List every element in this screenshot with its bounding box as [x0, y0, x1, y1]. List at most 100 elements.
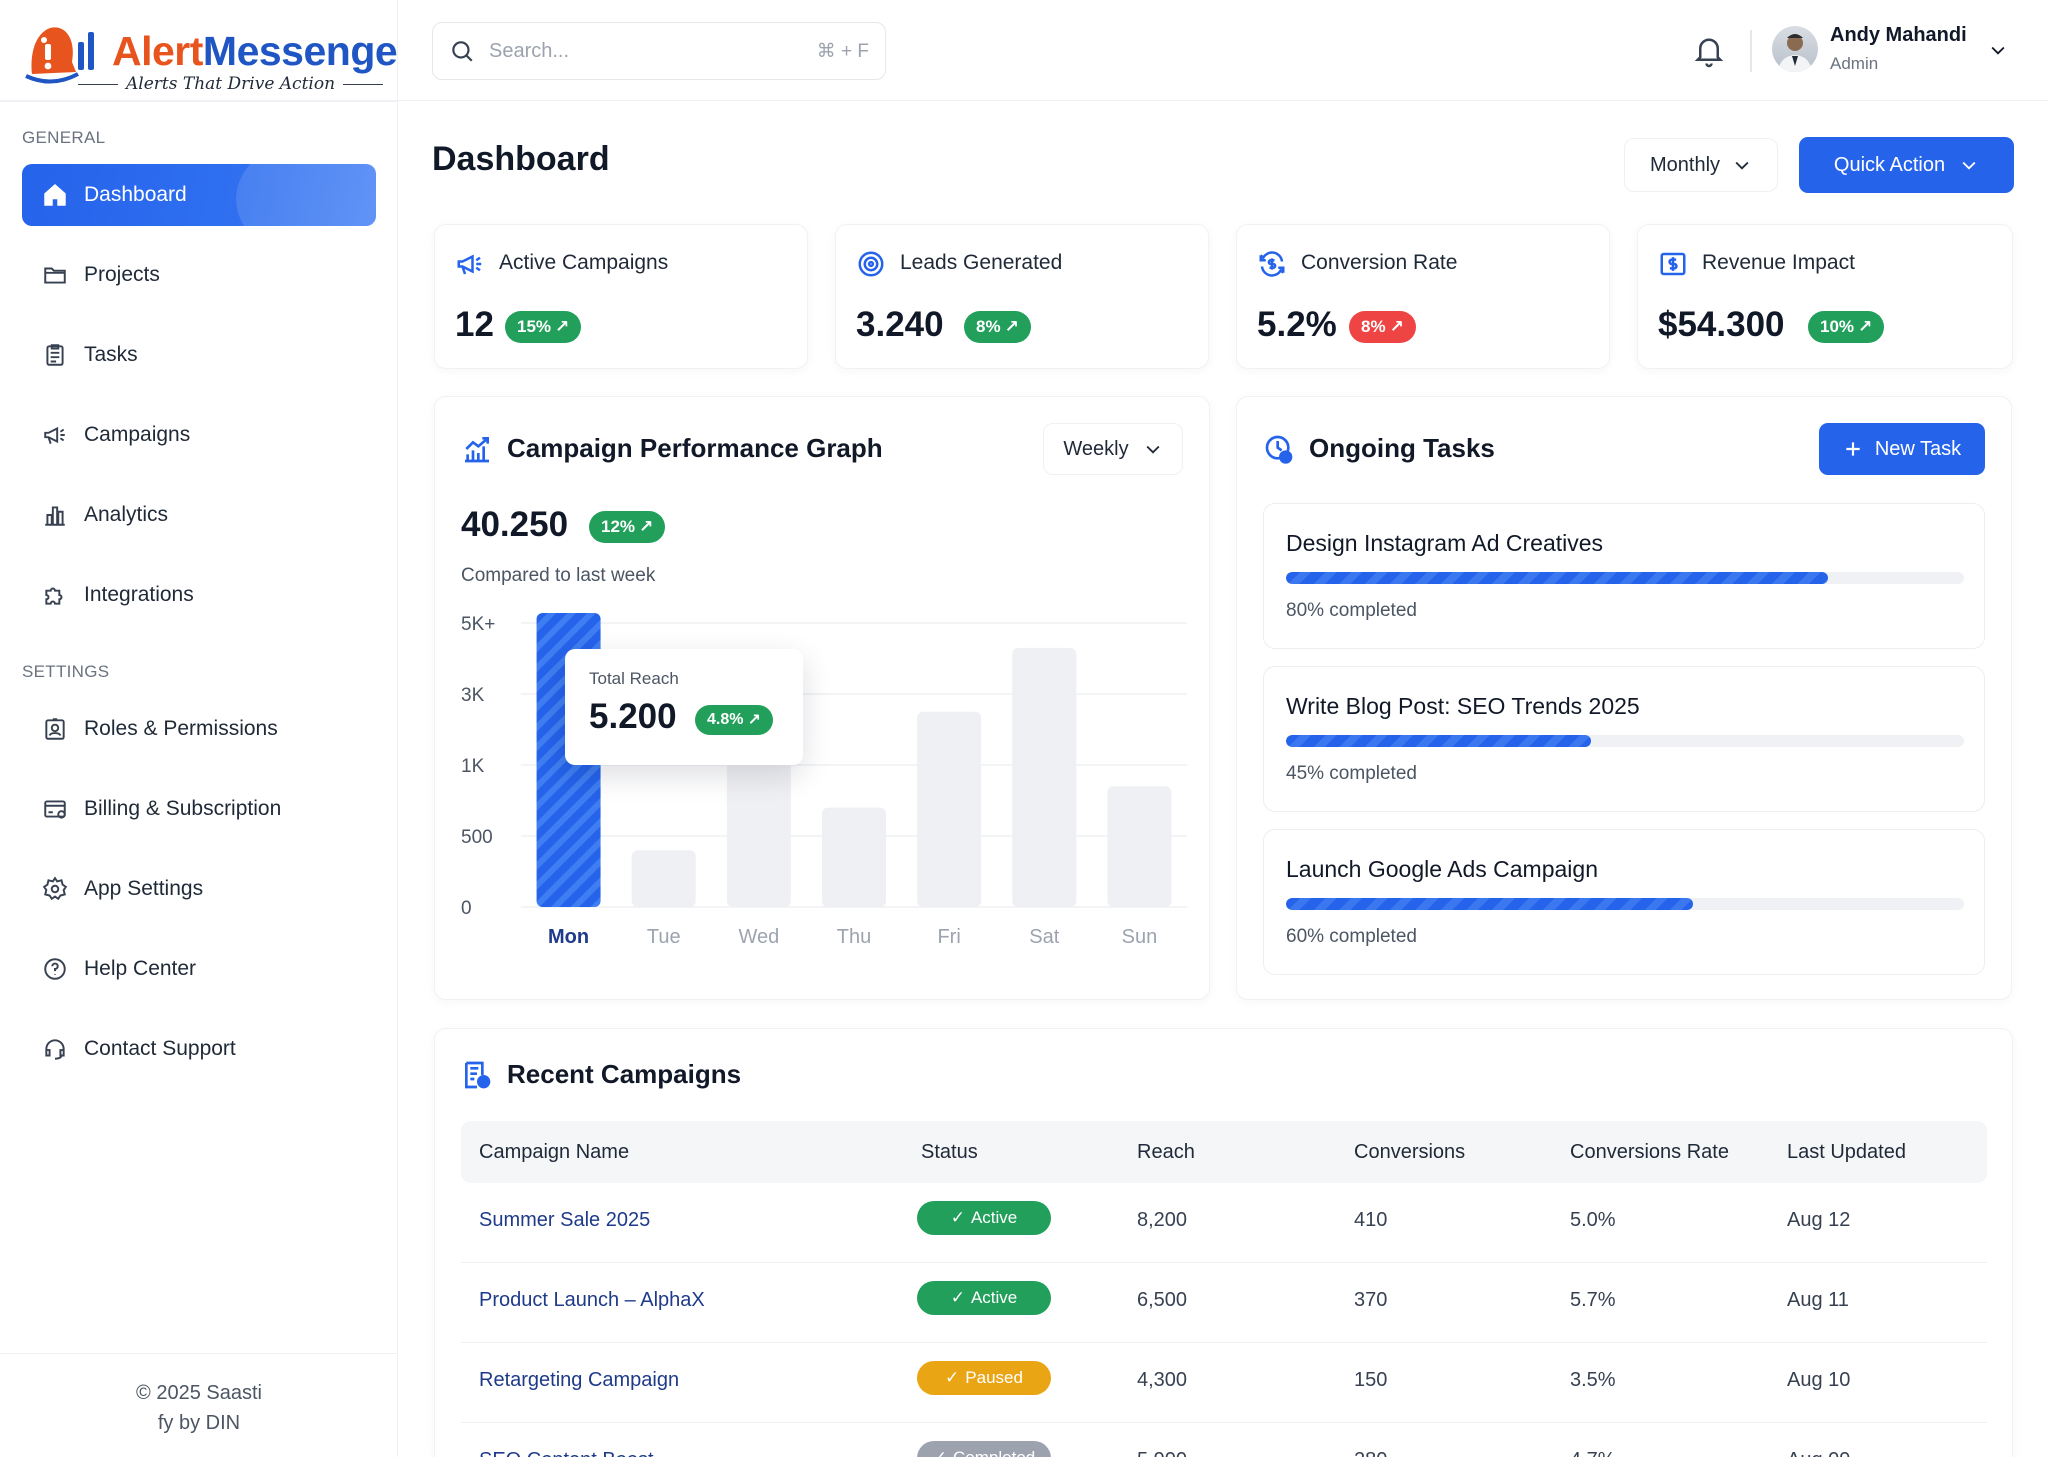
bar-tue[interactable]: [631, 850, 696, 907]
check-icon: ✓: [950, 1208, 965, 1227]
campaign-name-link[interactable]: Product Launch – AlphaX: [479, 1289, 705, 1311]
search-icon: [452, 41, 473, 62]
table-row[interactable]: SEO Content Boost ✓Completed 5,900 280 4.7% A…: [461, 1423, 1987, 1457]
column-header[interactable]: Conversions Rate: [1570, 1141, 1729, 1163]
task-name: Write Blog Post: SEO Trends 2025: [1286, 693, 1640, 719]
headset-icon: [45, 1039, 65, 1060]
folder-icon: [44, 267, 66, 284]
tooltip-label: Total Reach: [589, 669, 679, 688]
sidebar-item-billing[interactable]: Billing & Subscription: [22, 778, 376, 840]
avatar[interactable]: [1772, 26, 1818, 72]
chart-period-select[interactable]: Weekly: [1043, 423, 1183, 475]
quick-action-button[interactable]: Quick Action: [1799, 137, 2014, 193]
task-progress-bar: [1286, 572, 1964, 584]
task-name: Launch Google Ads Campaign: [1286, 856, 1598, 882]
bar-chart: 5K+ 3K 1K 500 0 Mon Tue Wed Thu Fri Sat Sun: [461, 613, 1187, 948]
footer-copyright: © 2025 Saasti: [136, 1382, 262, 1404]
table-header: Campaign Name Status Reach Conversions Conve…: [461, 1121, 1987, 1183]
sidebar-item-projects[interactable]: Projects: [22, 244, 376, 306]
sidebar-item-integrations[interactable]: Integrations: [22, 564, 376, 626]
brand-logo[interactable]: AlertMessenger Alerts That Drive Action: [22, 14, 413, 94]
clock-task-icon: [1265, 435, 1293, 464]
arrow-up-right-icon: ↗: [1389, 317, 1404, 336]
column-header[interactable]: Campaign Name: [479, 1141, 630, 1163]
period-select[interactable]: Monthly: [1624, 138, 1778, 192]
bar-sat[interactable]: [1012, 647, 1077, 907]
id-badge-icon: [45, 718, 65, 740]
x-tick-label: Tue: [647, 926, 681, 948]
status-badge: ✓ Paused: [917, 1361, 1051, 1395]
quick-action-label: Quick Action: [1833, 153, 1946, 176]
sidebar-item-roles[interactable]: Roles & Permissions: [22, 698, 376, 760]
table-row[interactable]: Summer Sale 2025 ✓ Active 8,200 410 5.0% Aug 1…: [461, 1183, 1987, 1263]
campaign-name-link[interactable]: Summer Sale 2025: [479, 1209, 651, 1231]
chart-period-value: Weekly: [1063, 437, 1129, 460]
sidebar-item-label: Projects: [84, 263, 160, 286]
sidebar-item-dashboard[interactable]: Dashboard: [22, 164, 376, 226]
campaign-name-link[interactable]: Retargeting Campaign: [479, 1369, 680, 1391]
column-header[interactable]: Conversions: [1354, 1141, 1466, 1163]
y-tick-label: 0: [461, 898, 472, 919]
task-item[interactable]: Write Blog Post: SEO Trends 2025 45% comp…: [1263, 666, 1985, 812]
ongoing-tasks-card: Ongoing Tasks New Task Design Instagram …: [1236, 396, 2012, 1000]
user-name[interactable]: Andy Mahandi: [1830, 24, 1967, 46]
brand-name: AlertMessenger: [112, 28, 413, 74]
task-name: Design Instagram Ad Creatives: [1286, 530, 1604, 556]
stat-card-leads-generated: Leads Generated 3.240 8% ↗: [835, 224, 1209, 369]
alert-logo-icon: [25, 27, 94, 84]
stat-change-badge: 8% ↗: [964, 311, 1031, 343]
puzzle-icon: [45, 587, 63, 605]
table-row[interactable]: Product Launch – AlphaX ✓ Active 6,500 370 5.…: [461, 1263, 1987, 1343]
updated-cell: Aug 10: [1787, 1369, 1851, 1391]
clipboard-icon: [46, 344, 64, 366]
chevron-down-icon: [1962, 161, 1976, 170]
topbar: Search... ⌘ + F Andy Mahandi Admin: [398, 0, 2048, 101]
x-tick-label: Sun: [1122, 926, 1158, 948]
sidebar-item-app-settings[interactable]: App Settings: [22, 858, 376, 920]
task-progress-label: 60% completed: [1286, 926, 1417, 947]
chevron-down-icon: [1146, 445, 1160, 454]
notifications-button[interactable]: [1694, 34, 1724, 68]
chart-subtitle: Compared to last week: [461, 565, 656, 586]
sidebar-item-campaigns[interactable]: Campaigns: [22, 404, 376, 466]
campaign-name-link[interactable]: SEO Content Boost: [479, 1449, 654, 1457]
column-header[interactable]: Reach: [1137, 1141, 1195, 1163]
megaphone-icon: [457, 254, 482, 275]
sidebar-footer: © 2025 Saasti fy by DIN: [0, 1353, 398, 1457]
bar-sun[interactable]: [1107, 786, 1172, 907]
x-tick-label: Mon: [548, 926, 589, 948]
sidebar-item-label: Dashboard: [84, 183, 187, 206]
sidebar-item-label: Analytics: [84, 503, 169, 526]
sidebar-item-analytics[interactable]: Analytics: [22, 484, 376, 546]
column-header[interactable]: Last Updated: [1787, 1141, 1906, 1163]
new-task-button[interactable]: New Task: [1819, 423, 1985, 475]
user-menu-toggle[interactable]: [1988, 40, 2008, 65]
bar-fri[interactable]: [917, 711, 982, 907]
search-input[interactable]: Search... ⌘ + F: [432, 22, 886, 80]
bar-thu[interactable]: [822, 807, 886, 907]
sidebar-item-contact-support[interactable]: Contact Support: [22, 1018, 376, 1080]
footer-credit: fy by DIN: [157, 1412, 241, 1434]
arrow-up-right-icon: ↗: [639, 517, 654, 536]
reach-cell: 4,300: [1137, 1369, 1188, 1391]
column-header[interactable]: Status: [921, 1141, 978, 1163]
updated-cell: Aug 09: [1787, 1449, 1850, 1457]
sidebar-item-tasks[interactable]: Tasks: [22, 324, 376, 386]
sidebar-item-help-center[interactable]: Help Center: [22, 938, 376, 1000]
conversions-cell: 410: [1354, 1209, 1388, 1231]
x-tick-label: Wed: [738, 926, 779, 948]
search-placeholder: Search...: [489, 39, 570, 62]
period-select-value: Monthly: [1649, 153, 1721, 176]
arrow-up-right-icon: ↗: [555, 317, 570, 336]
stat-value: 5.2%: [1257, 305, 1337, 344]
stat-label: Conversion Rate: [1301, 251, 1458, 274]
table-row[interactable]: Retargeting Campaign ✓ Paused 4,300 150 3.5% A…: [461, 1343, 1987, 1423]
bar-wed[interactable]: [726, 757, 791, 907]
bar-chart-icon: [45, 506, 65, 526]
task-progress-bar: [1286, 735, 1964, 747]
x-tick-label: Sat: [1029, 926, 1059, 948]
arrow-up-right-icon: ↗: [1004, 317, 1019, 336]
task-item[interactable]: Launch Google Ads Campaign 60% completed: [1263, 829, 1985, 975]
task-item[interactable]: Design Instagram Ad Creatives 80% complet…: [1263, 503, 1985, 649]
task-progress-fill: [1286, 735, 1592, 747]
